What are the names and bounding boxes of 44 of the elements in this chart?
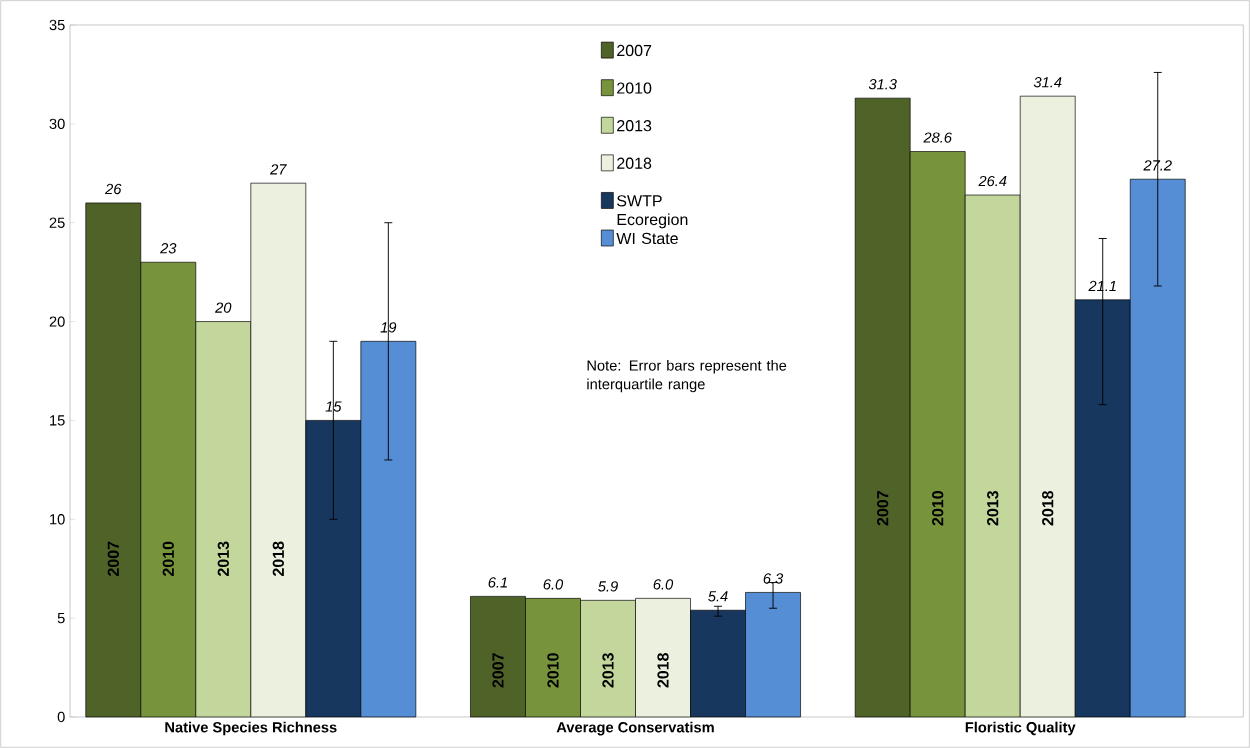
y-tick-label: 30 xyxy=(49,118,65,130)
y-tick-label: 5 xyxy=(57,613,65,624)
annotation: Note: Error bars represent the interquartile range xyxy=(587,359,787,393)
x-tick-label: Native Species Richness xyxy=(165,721,337,736)
annotation: 2007 xyxy=(107,541,119,577)
data-label: 27 xyxy=(270,164,287,175)
y-tick-label: 25 xyxy=(49,217,65,228)
data-label: 5.9 xyxy=(598,581,618,592)
data-label: 6.1 xyxy=(488,577,507,588)
y-tick-label: 15 xyxy=(50,415,65,426)
data-label: 6.0 xyxy=(653,579,674,590)
data-label: 31.4 xyxy=(1033,77,1062,88)
annotation: 2010 xyxy=(162,541,174,577)
annotation: 2013 xyxy=(217,541,229,577)
annotation: 2018 xyxy=(1042,490,1054,526)
data-label: 31.3 xyxy=(868,79,897,90)
data-label: 6.3 xyxy=(763,573,784,584)
data-label: 5.4 xyxy=(708,591,728,602)
y-tick-label: 10 xyxy=(50,514,65,525)
legend-label: SWTP Ecoregion xyxy=(617,195,688,229)
x-tick-label: Floristic Quality xyxy=(965,721,1076,736)
legend-label: WI State xyxy=(616,232,678,245)
y-tick-label: 20 xyxy=(49,316,65,327)
x-tick-label: Average Conservatism xyxy=(556,721,714,736)
annotation: 2018 xyxy=(657,653,669,688)
legend-label: 2010 xyxy=(617,82,652,94)
data-label: 6.0 xyxy=(543,579,564,590)
data-label: 26 xyxy=(105,183,122,195)
annotation: 2010 xyxy=(547,653,559,688)
annotation: 2007 xyxy=(492,653,504,688)
annotation: 2007 xyxy=(877,491,889,526)
annotation: 2018 xyxy=(272,541,284,577)
y-tick-label: 0 xyxy=(57,711,65,723)
legend-label: 2018 xyxy=(617,157,652,169)
data-label: 20 xyxy=(215,302,232,313)
legend-label: 2007 xyxy=(617,44,652,57)
annotation: 2010 xyxy=(932,491,944,526)
legend-label: 2013 xyxy=(617,120,652,132)
y-tick-label: 35 xyxy=(49,19,65,31)
annotation: 2013 xyxy=(987,490,999,526)
data-label: 28.6 xyxy=(923,132,952,143)
data-label: 26.4 xyxy=(978,175,1007,187)
annotation: 2013 xyxy=(602,653,614,688)
data-label: 23 xyxy=(160,243,177,254)
